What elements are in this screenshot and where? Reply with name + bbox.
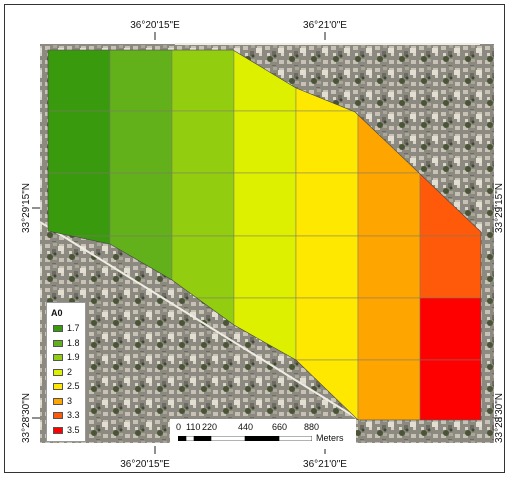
top-lon-label-1: 36°20'15"E: [130, 20, 180, 31]
grid-cell: [233, 172, 297, 237]
grid-cell: [48, 50, 111, 112]
grid-cell: [171, 110, 235, 174]
scale-label-660: 660: [272, 422, 288, 432]
scale-label-0: 0: [176, 422, 182, 432]
scale-label-220: 220: [202, 422, 218, 432]
right-lat-label-2: 33°28'30"N: [494, 393, 505, 443]
legend-item: 3: [53, 396, 87, 406]
bottom-lon-label-2: 36°21'0"E: [303, 459, 347, 470]
right-lat-label-1: 33°29'15"N: [494, 183, 505, 233]
grid-cell: [357, 359, 421, 420]
grid-cell: [295, 110, 359, 174]
legend-title: A0: [51, 308, 63, 318]
legend-label: 3: [67, 395, 73, 406]
grid-cell: [419, 235, 481, 299]
legend-label: 1.7: [67, 323, 80, 333]
legend-label: 2.5: [67, 381, 80, 391]
legend-item: 1.8: [53, 338, 87, 348]
grid-cell: [171, 50, 235, 112]
grid-cell: [109, 110, 173, 174]
legend-item: 1.7: [53, 323, 87, 333]
scale-label-880: 880: [304, 422, 320, 432]
legend-item: 2.5: [53, 381, 87, 391]
scale-unit: Meters: [316, 433, 344, 443]
grid-cell: [109, 172, 173, 237]
grid-cell: [233, 235, 297, 299]
legend-item: 1.9: [53, 352, 87, 362]
top-lon-label-2: 36°21'0"E: [303, 20, 347, 31]
bottom-lon-label-1: 36°20'15"E: [120, 459, 170, 470]
legend-swatch: [53, 397, 63, 405]
legend-swatch: [53, 383, 63, 390]
road-line: [39, 221, 361, 421]
grid-cell: [48, 172, 111, 237]
legend-swatch: [53, 339, 63, 347]
scale-label-440: 440: [238, 422, 254, 432]
grid-cell: [109, 50, 173, 112]
legend-swatch: [53, 354, 63, 361]
legend-swatch: [53, 426, 63, 434]
grid-cell: [48, 110, 111, 174]
legend-label: 1.8: [67, 337, 80, 348]
legend-label: 3.3: [67, 410, 80, 420]
grid-cell: [295, 235, 359, 299]
left-lat-label-1: 33°29'15"N: [21, 183, 32, 233]
scale-bar: 0 110 220 440 660 880 Meters: [170, 419, 356, 449]
grid-cell: [295, 172, 359, 237]
grid-cell: [233, 110, 297, 174]
legend-label: 3.5: [67, 424, 80, 435]
grid-cell: [357, 172, 421, 237]
scale-label-110: 110: [186, 422, 201, 432]
legend-swatch: [53, 412, 63, 419]
grid-cell: [357, 235, 421, 299]
grid-cell: [357, 297, 421, 361]
legend-item: 3.3: [53, 410, 87, 420]
grid-cell: [295, 297, 359, 361]
legend-swatch: [53, 368, 63, 376]
legend-item: 3.5: [53, 425, 87, 435]
legend-label: 2: [67, 366, 73, 377]
legend-swatch: [53, 325, 63, 332]
graticule-ticks: [32, 32, 502, 454]
scale-bar-segments: [178, 436, 312, 441]
grid-cell: [419, 359, 481, 420]
study-area-outline: [47, 49, 482, 421]
left-lat-label-2: 33°28'30"N: [21, 393, 32, 443]
grid-cell: [171, 172, 235, 237]
legend-label: 1.9: [67, 352, 80, 362]
legend-item: 2: [53, 367, 87, 377]
grid-cell: [419, 297, 481, 361]
map-legend: A0 1.7 1.8 1.9 2 2.5 3 3.3 3.5: [46, 302, 86, 442]
